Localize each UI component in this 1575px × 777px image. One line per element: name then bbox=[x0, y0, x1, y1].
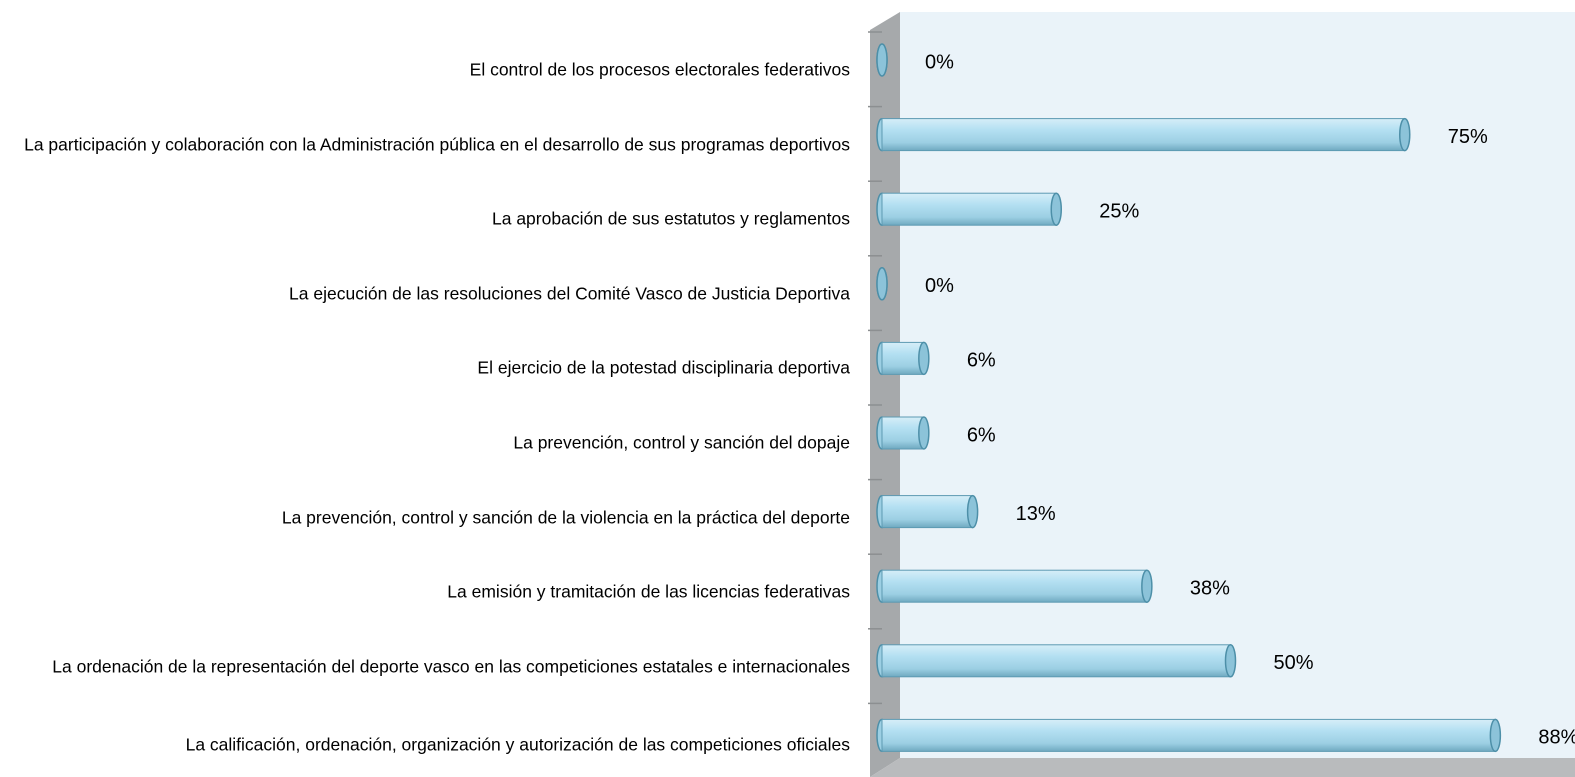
bar-cap-end bbox=[1489, 718, 1502, 753]
bar bbox=[881, 192, 1057, 226]
bar-cap-end bbox=[1050, 192, 1062, 226]
category-label: La participación y colaboración con la A… bbox=[24, 134, 850, 155]
category-label: La prevención, control y sanción del dop… bbox=[513, 432, 850, 453]
bar-cap-end bbox=[918, 416, 930, 450]
value-label: 0% bbox=[925, 51, 954, 73]
bar-cap-end bbox=[1224, 644, 1237, 678]
value-label: 38% bbox=[1190, 577, 1230, 599]
bar bbox=[881, 495, 974, 529]
value-label: 6% bbox=[967, 424, 996, 446]
bar bbox=[881, 569, 1148, 603]
value-label: 6% bbox=[967, 350, 996, 372]
category-label: La calificación, ordenación, organizació… bbox=[185, 734, 850, 755]
value-label: 25% bbox=[1099, 200, 1139, 222]
category-label: El control de los procesos electorales f… bbox=[469, 59, 850, 80]
bar bbox=[881, 416, 925, 450]
bar-cap-end bbox=[1141, 569, 1153, 603]
value-label: 75% bbox=[1448, 126, 1488, 148]
bar-cap-end bbox=[876, 43, 888, 77]
bar-cap-end bbox=[918, 341, 930, 376]
category-label: La emisión y tramitación de las licencia… bbox=[447, 581, 850, 602]
category-label: El ejercicio de la potestad disciplinari… bbox=[477, 357, 850, 378]
category-label: La aprobación de sus estatutos y reglame… bbox=[492, 208, 850, 229]
category-label: La prevención, control y sanción de la v… bbox=[281, 507, 850, 528]
floor bbox=[870, 758, 1575, 777]
bar-cap-end bbox=[1399, 117, 1411, 152]
bar bbox=[881, 644, 1231, 678]
bar-cap-end bbox=[966, 494, 979, 529]
value-label: 13% bbox=[1016, 503, 1056, 525]
bar bbox=[881, 718, 1496, 752]
bar bbox=[881, 118, 1406, 152]
value-label: 88% bbox=[1538, 727, 1575, 749]
bar-cap-end bbox=[876, 267, 888, 301]
bar bbox=[881, 341, 925, 375]
category-label: La ejecución de las resoluciones del Com… bbox=[289, 283, 850, 304]
value-label: 0% bbox=[925, 275, 954, 297]
value-label: 50% bbox=[1274, 652, 1314, 674]
category-label: La ordenación de la representación del d… bbox=[52, 656, 850, 677]
